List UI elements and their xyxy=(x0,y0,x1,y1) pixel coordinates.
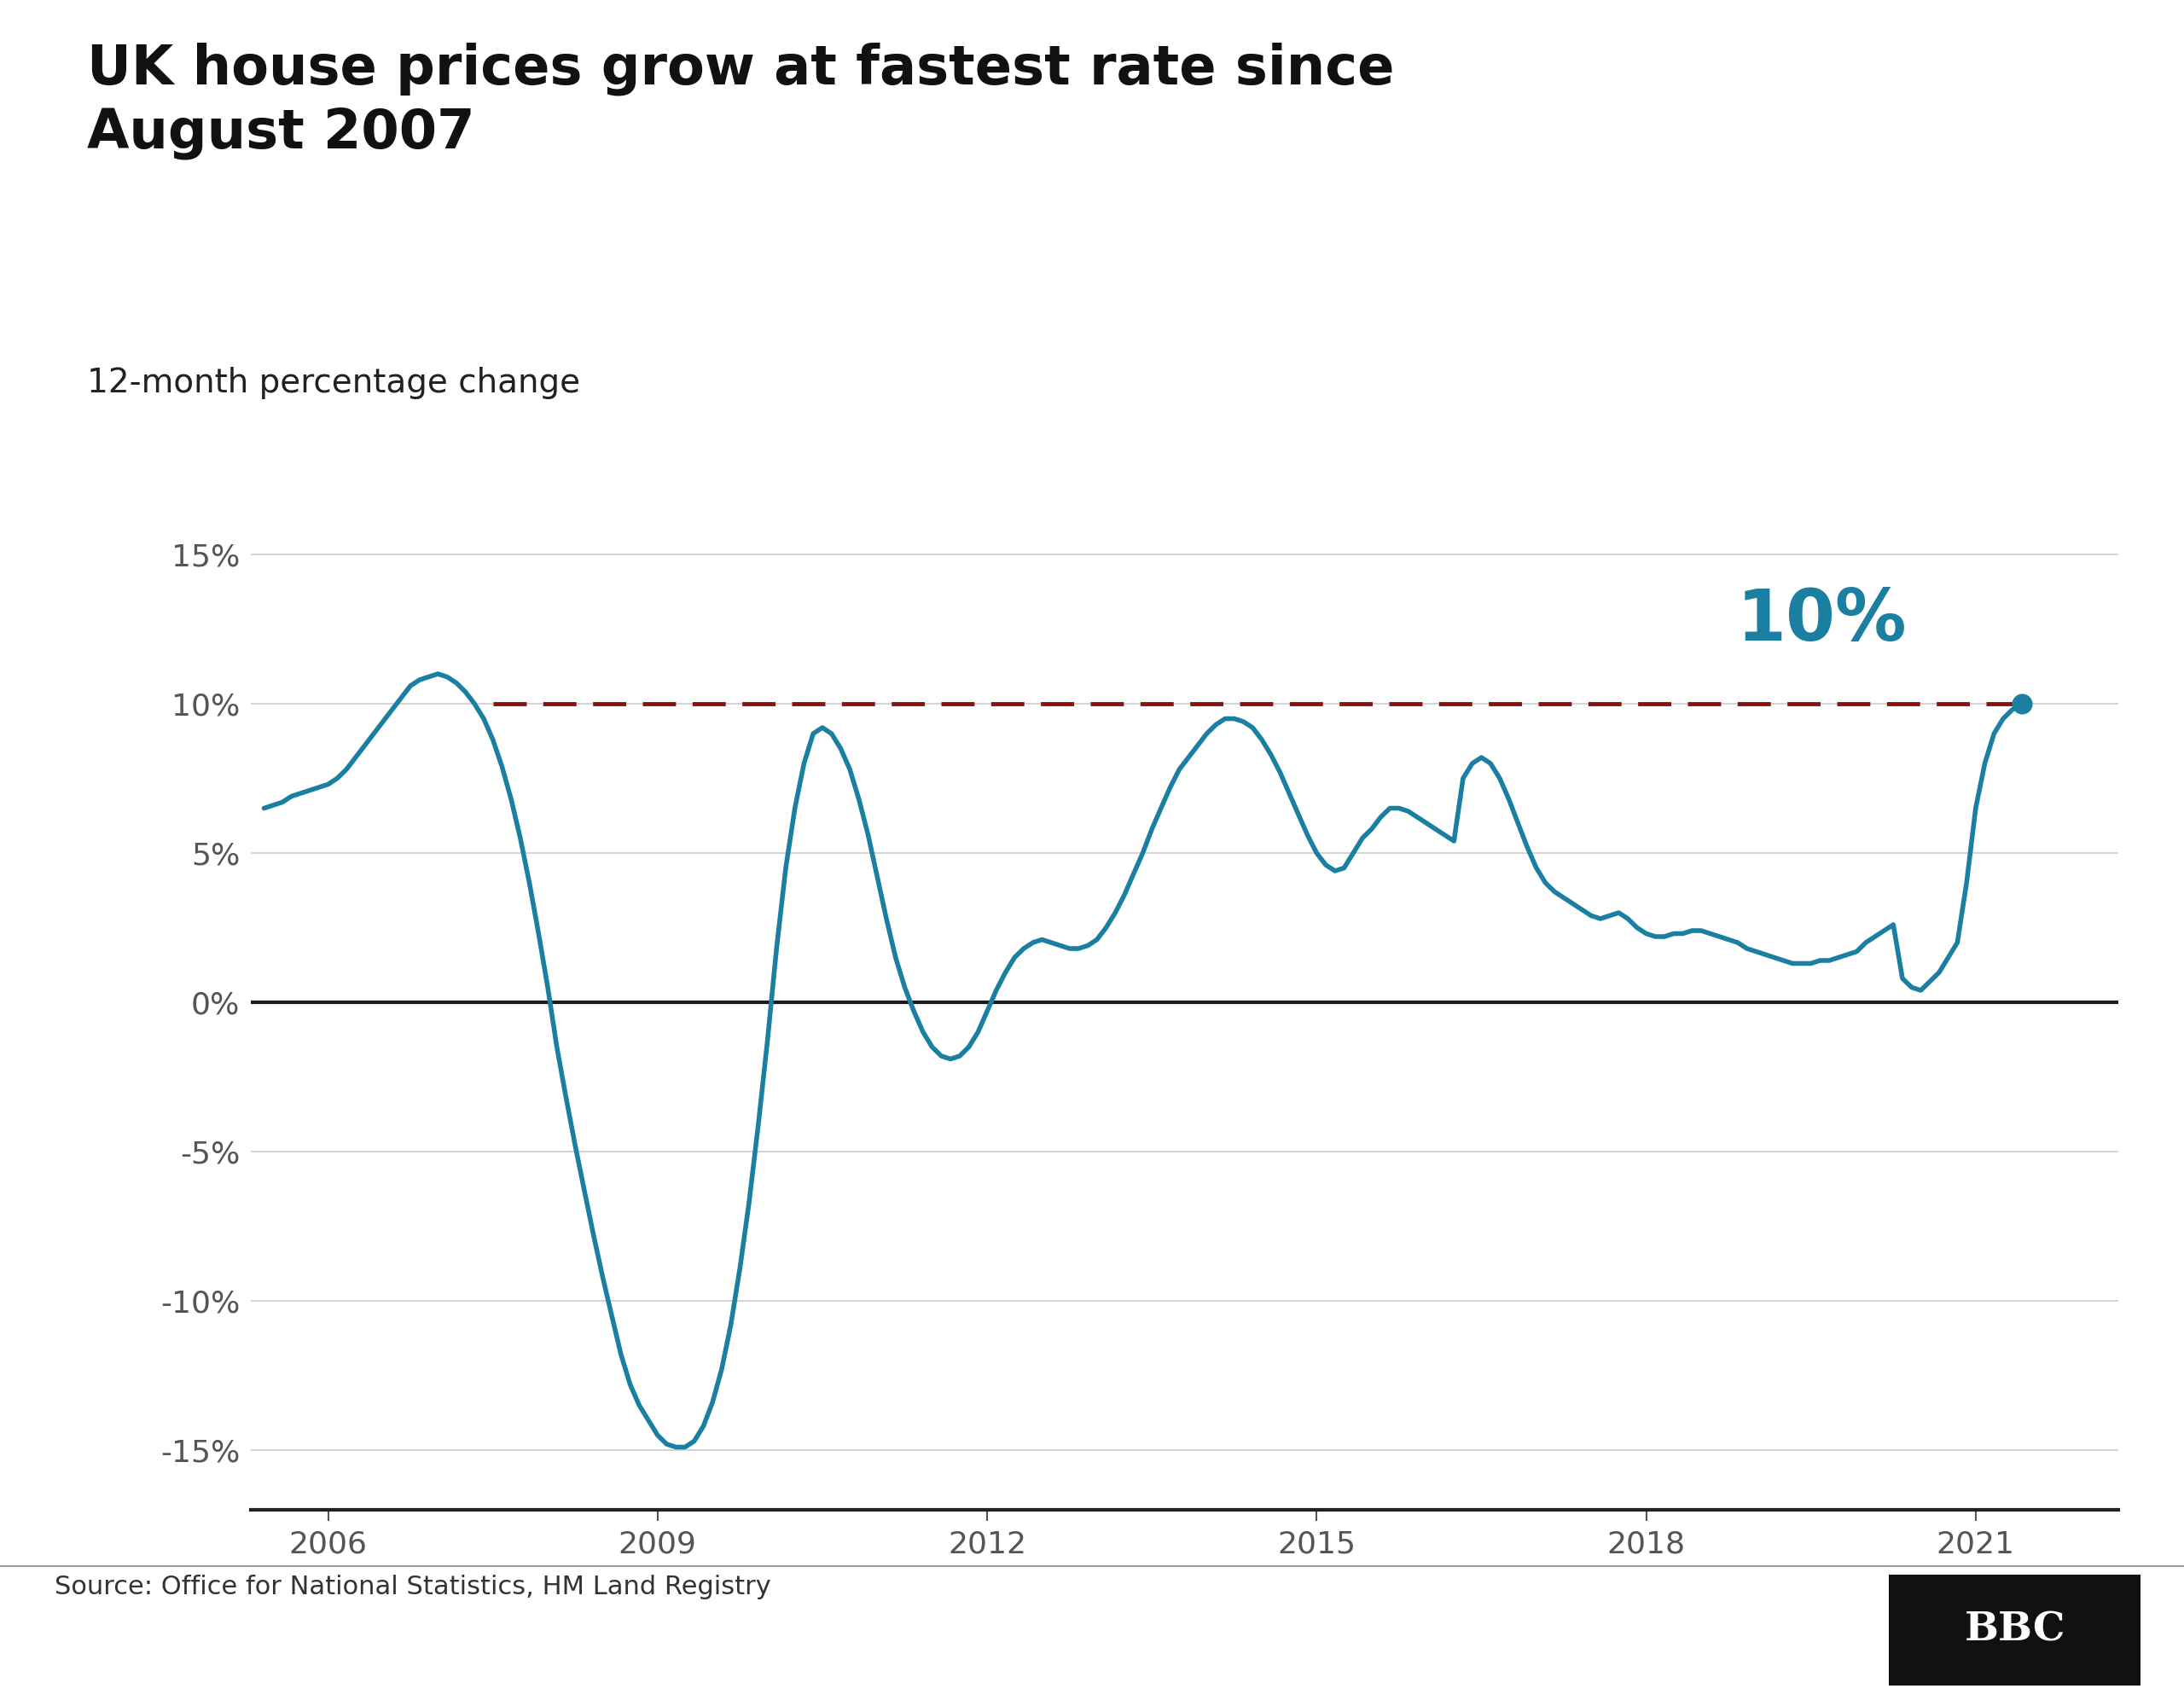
Text: 12-month percentage change: 12-month percentage change xyxy=(87,367,581,399)
Text: BBC: BBC xyxy=(1963,1610,2066,1650)
Text: UK house prices grow at fastest rate since
August 2007: UK house prices grow at fastest rate sin… xyxy=(87,43,1396,160)
Point xyxy=(2005,689,2040,717)
Text: 10%: 10% xyxy=(1736,585,1907,655)
Text: Source: Office for National Statistics, HM Land Registry: Source: Office for National Statistics, … xyxy=(55,1575,771,1600)
